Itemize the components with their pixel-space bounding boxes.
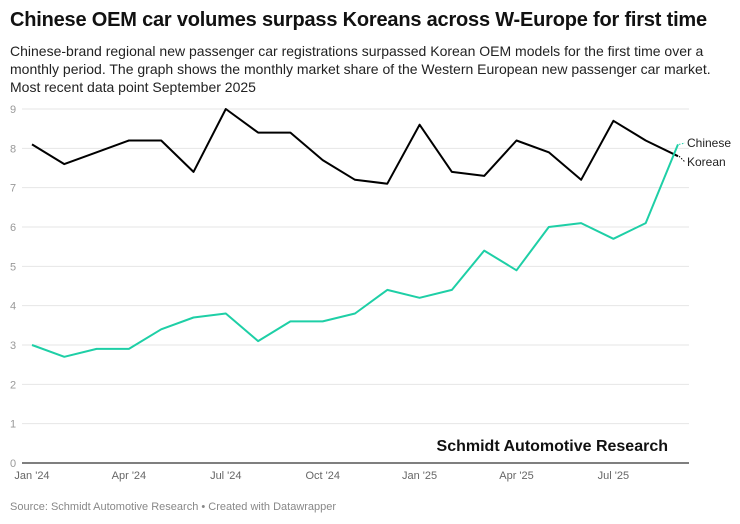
y-axis-ticks: 0 1 2 3 4 5 6 7 8 9 <box>10 104 16 470</box>
y-tick-label: 9 <box>10 104 16 116</box>
y-tick-label: 8 <box>10 143 16 155</box>
series-line-korean <box>31 108 679 185</box>
series-labels: Korean Chinese <box>678 136 731 169</box>
x-tick-label: Apr '25 <box>499 470 534 482</box>
x-tick-label: Oct '24 <box>305 470 340 482</box>
y-tick-label: 4 <box>10 301 16 313</box>
x-tick-label: Jan '25 <box>402 470 437 482</box>
y-tick-label: 2 <box>10 379 16 391</box>
label-leader <box>678 142 686 145</box>
y-tick-label: 7 <box>10 183 16 195</box>
y-tick-label: 5 <box>10 261 16 273</box>
y-tick-label: 0 <box>10 458 16 470</box>
series-label-chinese: Chinese <box>687 136 731 150</box>
x-tick-label: Jan '24 <box>14 470 49 482</box>
chart-subtitle: Chinese-brand regional new passenger car… <box>10 43 711 95</box>
y-tick-label: 3 <box>10 340 16 352</box>
label-leader <box>678 155 686 163</box>
x-axis-ticks: Jan '24 Apr '24 Jul '24 Oct '24 Jan '25 Apr '… <box>14 470 629 482</box>
x-tick-label: Jul '24 <box>210 470 241 482</box>
gridlines <box>22 108 689 425</box>
watermark-label: Schmidt Automotive Research <box>437 438 668 455</box>
x-tick-label: Jul '25 <box>598 470 629 482</box>
series-line-chinese <box>31 144 679 358</box>
series-lines <box>31 108 679 358</box>
source-note: Source: Schmidt Automotive Research • Cr… <box>10 501 337 513</box>
chart-title: Chinese OEM car volumes surpass Koreans … <box>10 9 707 31</box>
y-tick-label: 1 <box>10 419 16 431</box>
series-label-korean: Korean <box>687 155 726 169</box>
x-tick-label: Apr '24 <box>112 470 147 482</box>
y-tick-label: 6 <box>10 222 16 234</box>
